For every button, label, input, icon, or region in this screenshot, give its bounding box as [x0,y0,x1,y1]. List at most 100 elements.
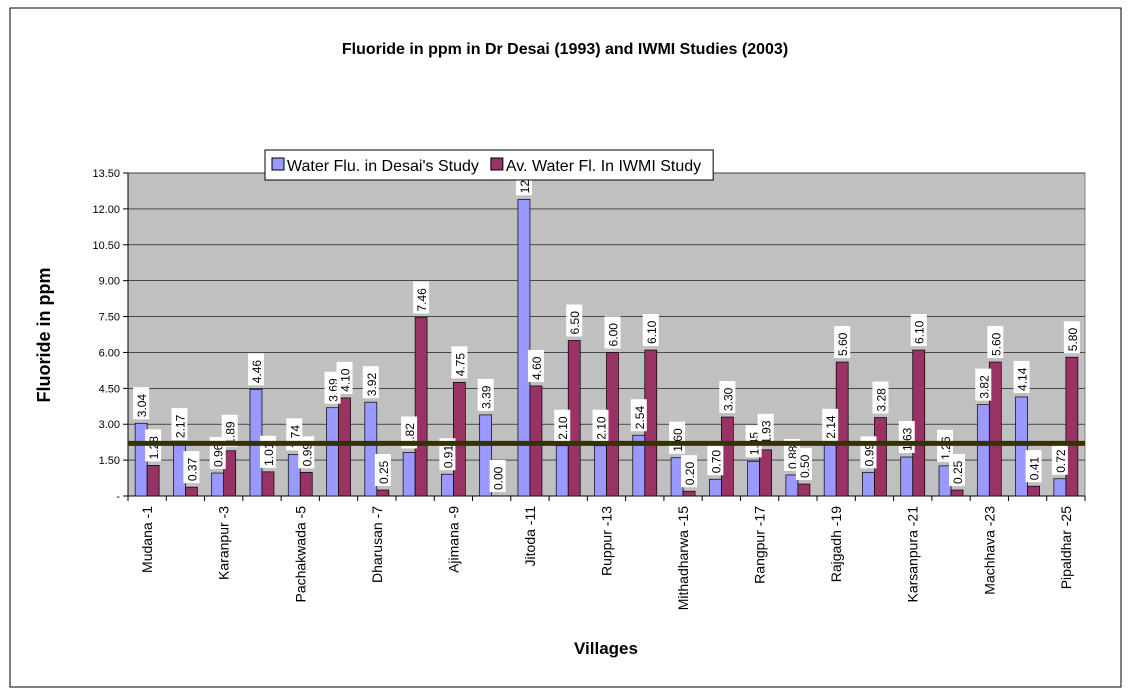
x-tick-label: Dharusan -7 [369,506,385,583]
value-label-box [374,454,391,487]
value-label-box [451,346,468,379]
value-label-box [477,378,494,411]
y-tick-label: 12.00 [92,204,120,216]
value-label: 0.99 [862,443,876,467]
bar [1015,396,1028,497]
value-label: 6.50 [568,311,582,335]
value-label-box [401,416,418,449]
value-label-box [439,438,456,471]
value-label: 4.10 [339,368,353,392]
value-label-box [1051,442,1068,475]
bar [414,317,428,497]
value-label: 1.60 [671,428,685,452]
y-tick-label: 9.00 [99,276,120,288]
bar [376,489,390,497]
value-label: 4.14 [1016,367,1030,391]
value-label-box [822,408,839,441]
x-tick-label: Ajimana -9 [445,506,461,573]
value-label-box [592,409,609,442]
legend-label: Water Flu. in Desai's Study [287,158,479,175]
value-label: 5.60 [836,332,850,356]
chart-title: Fluoride in ppm in Dr Desai (1993) and I… [342,41,788,58]
value-label-box [681,455,698,488]
value-label: 1.63 [901,427,915,451]
value-label: 1.93 [760,420,774,444]
value-label-box [413,281,430,314]
bar [338,397,351,497]
bar [900,456,914,497]
bar [759,449,772,497]
value-label-box [247,353,264,386]
value-label-box [171,408,188,441]
bar [708,478,722,497]
bar [402,452,416,497]
value-label-box [489,460,506,492]
value-label: 2.14 [824,415,838,439]
value-label-box [221,414,238,447]
x-tick-label: Pipaldhar -25 [1058,506,1074,589]
value-label-box [719,381,736,414]
y-tick-label: 3.00 [99,419,120,431]
value-label-box [949,454,966,487]
bar [682,490,696,497]
bar [364,401,378,497]
bar [1065,356,1079,497]
x-tick-label: Jitoda -11 [522,506,538,567]
y-tick-label: 6.00 [99,347,120,359]
value-label: 1.82 [403,423,417,447]
y-tick-label: 4.50 [99,383,120,395]
value-label: 5.60 [989,332,1003,356]
value-label: 2.10 [595,416,609,440]
x-tick-label: Rangpur -17 [752,506,768,584]
value-label: 1.89 [224,421,238,445]
value-label: 0.20 [683,462,697,486]
y-tick-label: - [116,491,120,503]
legend-swatch [490,157,504,171]
bar [976,404,990,497]
value-label: 3.92 [365,373,379,397]
value-label: 6.10 [645,320,659,344]
bar [823,444,837,497]
value-label-box [642,314,659,347]
bar [517,198,531,497]
value-label-box [527,349,544,382]
bar [988,361,1002,497]
value-label: 4.60 [530,356,544,380]
x-tick-label: Machhava -23 [981,506,997,595]
y-tick-label: 1.50 [99,455,120,467]
bar [594,445,607,497]
y-tick-label: 10.50 [92,240,120,252]
legend-label: Av. Water Fl. In IWMI Study [506,158,701,175]
value-label-box [707,443,724,476]
value-label-box [362,366,379,399]
x-tick-label: Ruppur -13 [599,506,615,576]
value-label: 3.30 [721,387,735,411]
value-label: 0.25 [377,460,391,484]
value-label: 6.10 [913,320,927,344]
bar [1027,485,1040,497]
value-label-box [795,448,812,481]
value-label: 5.80 [1066,328,1080,352]
value-label: 4.75 [453,353,467,377]
y-tick-label: 13.50 [92,168,120,180]
value-label: 2.10 [556,416,570,440]
value-label: 3.82 [977,375,991,399]
value-label-box [975,368,992,401]
value-label: 6.00 [607,323,621,347]
value-label: 7.46 [415,288,429,312]
value-label-box [757,413,774,446]
bar [299,471,313,497]
value-label: 0.99 [300,443,314,467]
value-label-box [554,409,571,442]
bar [747,460,760,497]
value-label: 2.17 [173,414,187,438]
value-label: 0.00 [492,466,506,490]
value-label: 0.25 [951,460,965,484]
legend-box [264,149,714,181]
y-axis-title: Fluoride in ppm [34,268,54,403]
value-label: 0.37 [185,457,199,481]
x-tick-label: Mudana -1 [139,506,155,573]
bar [797,483,811,497]
y-tick-label: 7.50 [99,312,120,324]
value-label-box [604,316,621,349]
